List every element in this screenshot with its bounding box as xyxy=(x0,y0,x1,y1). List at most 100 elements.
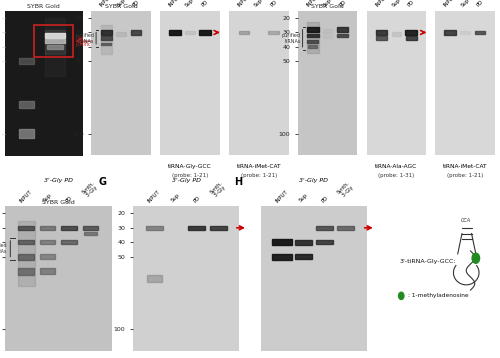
Bar xyxy=(18,226,34,230)
Text: CCA: CCA xyxy=(461,218,471,223)
Bar xyxy=(18,240,34,245)
Text: ANG: ANG xyxy=(48,3,62,8)
Bar xyxy=(294,254,312,259)
Text: SYBR Gold: SYBR Gold xyxy=(42,200,74,205)
Text: INPUT: INPUT xyxy=(168,0,182,8)
Text: tiRNA-Gly-GCC: tiRNA-Gly-GCC xyxy=(168,164,212,169)
Bar xyxy=(19,58,34,64)
Bar xyxy=(61,240,77,245)
Text: NC: NC xyxy=(22,3,31,8)
Text: Sup: Sup xyxy=(391,0,402,8)
Text: INPUT: INPUT xyxy=(274,189,289,203)
Bar xyxy=(40,268,55,274)
Text: H: H xyxy=(234,177,242,187)
Bar xyxy=(102,43,111,45)
Bar xyxy=(308,40,318,43)
Bar xyxy=(19,129,34,138)
Bar xyxy=(40,226,55,229)
Text: purified
tiRNAs: purified tiRNAs xyxy=(76,33,94,44)
Text: purified
tiRNAs: purified tiRNAs xyxy=(0,243,7,254)
Bar xyxy=(40,240,55,245)
Bar xyxy=(475,31,486,34)
Text: tiRNA-Ala-AGC: tiRNA-Ala-AGC xyxy=(376,164,418,169)
Bar xyxy=(268,31,279,34)
Text: 3'-Gly PD: 3'-Gly PD xyxy=(300,178,328,183)
Text: PD: PD xyxy=(338,0,346,8)
Bar xyxy=(185,31,194,34)
Text: PD: PD xyxy=(476,0,484,8)
Bar xyxy=(46,33,64,38)
Text: SYBR Gold: SYBR Gold xyxy=(104,4,138,9)
Text: INPUT: INPUT xyxy=(236,0,251,8)
Bar xyxy=(146,226,162,230)
Circle shape xyxy=(398,292,404,299)
Text: Sup: Sup xyxy=(460,0,470,8)
Bar xyxy=(337,27,348,32)
Text: INPUT: INPUT xyxy=(147,189,162,203)
Text: PD: PD xyxy=(200,0,209,8)
Bar xyxy=(61,226,77,230)
Text: SYBR Gold: SYBR Gold xyxy=(27,4,60,9)
Text: Synth.
3'-Gly: Synth. 3'-Gly xyxy=(81,180,100,199)
Text: Sup: Sup xyxy=(42,193,53,203)
Bar xyxy=(101,30,112,35)
Text: (probe: 1-21): (probe: 1-21) xyxy=(447,173,484,178)
Bar xyxy=(40,254,55,259)
Text: purified
tiRNAs: purified tiRNAs xyxy=(282,33,301,44)
Text: Sup: Sup xyxy=(170,193,181,203)
Text: (probe: 1-21): (probe: 1-21) xyxy=(240,173,277,178)
Bar xyxy=(84,232,96,236)
Bar xyxy=(323,29,332,33)
Bar xyxy=(146,275,162,282)
Bar xyxy=(324,35,332,38)
Bar xyxy=(294,240,312,245)
Bar xyxy=(272,254,291,260)
Text: Synth.
3'-Gly: Synth. 3'-Gly xyxy=(336,180,355,199)
Bar xyxy=(406,30,417,35)
Bar xyxy=(406,37,416,40)
Text: PD: PD xyxy=(270,0,278,8)
Text: PD: PD xyxy=(64,195,73,203)
Bar xyxy=(306,27,318,32)
Text: PD: PD xyxy=(320,195,329,203)
Text: Synth.
3'-Gly: Synth. 3'-Gly xyxy=(208,180,228,199)
Bar xyxy=(210,226,226,230)
Bar xyxy=(130,30,141,35)
Bar xyxy=(18,254,34,260)
Bar xyxy=(338,226,354,230)
Text: INPUT: INPUT xyxy=(306,0,320,8)
Text: INPUT: INPUT xyxy=(443,0,458,8)
Bar xyxy=(83,226,98,230)
Text: PD: PD xyxy=(132,0,140,8)
Text: PD: PD xyxy=(407,0,416,8)
Bar xyxy=(308,45,318,48)
Circle shape xyxy=(472,253,480,263)
Bar xyxy=(376,37,387,40)
Bar xyxy=(272,240,291,245)
Text: Sup: Sup xyxy=(254,0,264,8)
Bar xyxy=(169,30,181,35)
Bar xyxy=(116,32,126,36)
Bar xyxy=(48,45,63,49)
Text: Sup: Sup xyxy=(116,0,126,8)
Text: Sup: Sup xyxy=(298,193,308,203)
Text: : 1-methyladenosine: : 1-methyladenosine xyxy=(408,293,469,298)
Text: INPUT: INPUT xyxy=(99,0,114,8)
Bar xyxy=(46,39,64,43)
Bar xyxy=(18,268,34,275)
Bar xyxy=(337,34,348,37)
Bar xyxy=(101,37,112,40)
Text: 3'-tiRNA-Gly-GCC:: 3'-tiRNA-Gly-GCC: xyxy=(399,258,456,263)
Text: INPUT: INPUT xyxy=(374,0,389,8)
Text: 3'-Gly PD: 3'-Gly PD xyxy=(172,178,200,183)
Bar xyxy=(444,30,456,35)
Text: (probe: 1-31): (probe: 1-31) xyxy=(378,173,414,178)
Text: G: G xyxy=(98,177,106,187)
Text: (probe: 1-21): (probe: 1-21) xyxy=(172,173,208,178)
Bar xyxy=(316,240,333,245)
Text: PD: PD xyxy=(192,195,201,203)
Text: Gel
purification: Gel purification xyxy=(76,36,104,47)
Bar xyxy=(306,34,318,37)
Bar xyxy=(19,101,34,108)
Text: INPUT: INPUT xyxy=(19,189,34,203)
